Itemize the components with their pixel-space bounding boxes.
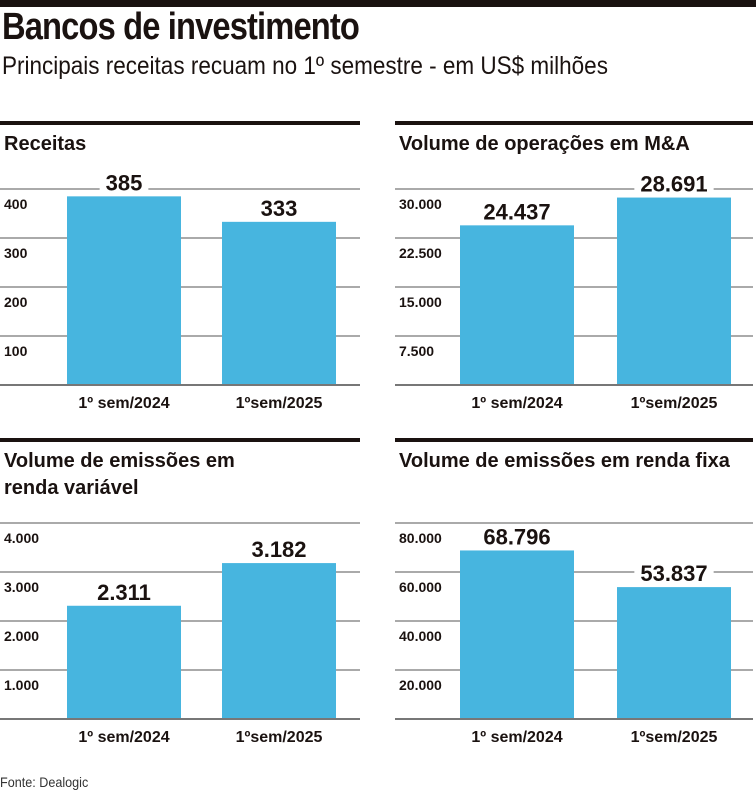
y-tick-label: 300	[4, 245, 28, 261]
value-label-bg	[99, 170, 149, 196]
value-label-bg	[91, 579, 157, 605]
y-tick-label: 400	[4, 196, 28, 212]
value-label: 333	[261, 196, 298, 221]
y-tick-label: 40.000	[399, 628, 442, 644]
value-label-bg	[254, 195, 304, 221]
page-subtitle: Principais receitas recuam no 1º semestr…	[2, 52, 608, 80]
value-label-bg	[634, 561, 714, 587]
chart-panel-1: Receitas 100 200 300 400 385 1º sem/2024 333 1ºs…	[0, 121, 360, 412]
category-label: 1º sem/2024	[471, 395, 562, 412]
category-label: 1º sem/2024	[471, 729, 562, 746]
y-tick-label: 2.000	[4, 628, 39, 644]
y-tick-label: 100	[4, 343, 28, 359]
panel-title: Volume de emissões em	[4, 450, 235, 472]
panel-title: Volume de emissões em renda fixa	[399, 450, 731, 472]
value-label-bg	[634, 171, 714, 197]
value-label-bg	[477, 524, 557, 550]
panel-rule	[395, 121, 753, 125]
y-tick-label: 4.000	[4, 530, 39, 546]
y-tick-label: 3.000	[4, 579, 39, 595]
category-label: 1ºsem/2025	[236, 729, 323, 746]
chart-panel-3: Volume de emissões em renda variável 1.000…	[0, 438, 360, 746]
value-label: 385	[106, 170, 143, 195]
top-rule	[0, 0, 756, 7]
panel-title: Receitas	[4, 133, 86, 155]
value-label: 53.837	[640, 561, 707, 586]
y-tick-label: 80.000	[399, 530, 442, 546]
bar	[617, 587, 731, 719]
panel-rule	[0, 121, 360, 125]
bar	[617, 197, 731, 385]
category-label: 1ºsem/2025	[236, 395, 323, 412]
bar	[67, 196, 181, 385]
y-tick-label: 30.000	[399, 196, 442, 212]
chart-panel-2: Volume de operações em M&A 7.500 15.000 22.…	[395, 121, 753, 412]
panel-title: Volume de operações em M&A	[399, 133, 690, 155]
panel-rule	[0, 438, 360, 442]
value-label: 3.182	[251, 537, 306, 562]
page-title: Bancos de investimento	[2, 6, 360, 48]
y-tick-label: 15.000	[399, 294, 442, 310]
chart-panel-4: Volume de emissões em renda fixa 20.000 40…	[395, 438, 753, 746]
source-note: Fonte: Dealogic	[0, 774, 89, 790]
bar	[222, 221, 336, 385]
y-tick-label: 1.000	[4, 677, 39, 693]
y-tick-label: 7.500	[399, 343, 434, 359]
y-tick-label: 20.000	[399, 677, 442, 693]
value-label: 2.311	[97, 580, 151, 605]
y-tick-label: 22.500	[399, 245, 442, 261]
bar	[460, 225, 574, 385]
category-label: 1ºsem/2025	[631, 395, 718, 412]
value-label: 28.691	[640, 172, 707, 197]
category-label: 1º sem/2024	[78, 729, 169, 746]
category-label: 1º sem/2024	[78, 395, 169, 412]
bar	[67, 605, 181, 719]
value-label-bg	[245, 537, 313, 563]
y-tick-label: 200	[4, 294, 28, 310]
value-label: 68.796	[483, 524, 550, 549]
y-tick-label: 60.000	[399, 579, 442, 595]
bar	[460, 550, 574, 719]
category-label: 1ºsem/2025	[631, 729, 718, 746]
bar	[222, 563, 336, 719]
value-label-bg	[477, 199, 557, 225]
value-label: 24.437	[483, 199, 550, 224]
panel-title: renda variável	[4, 477, 139, 499]
panel-rule	[395, 438, 753, 442]
